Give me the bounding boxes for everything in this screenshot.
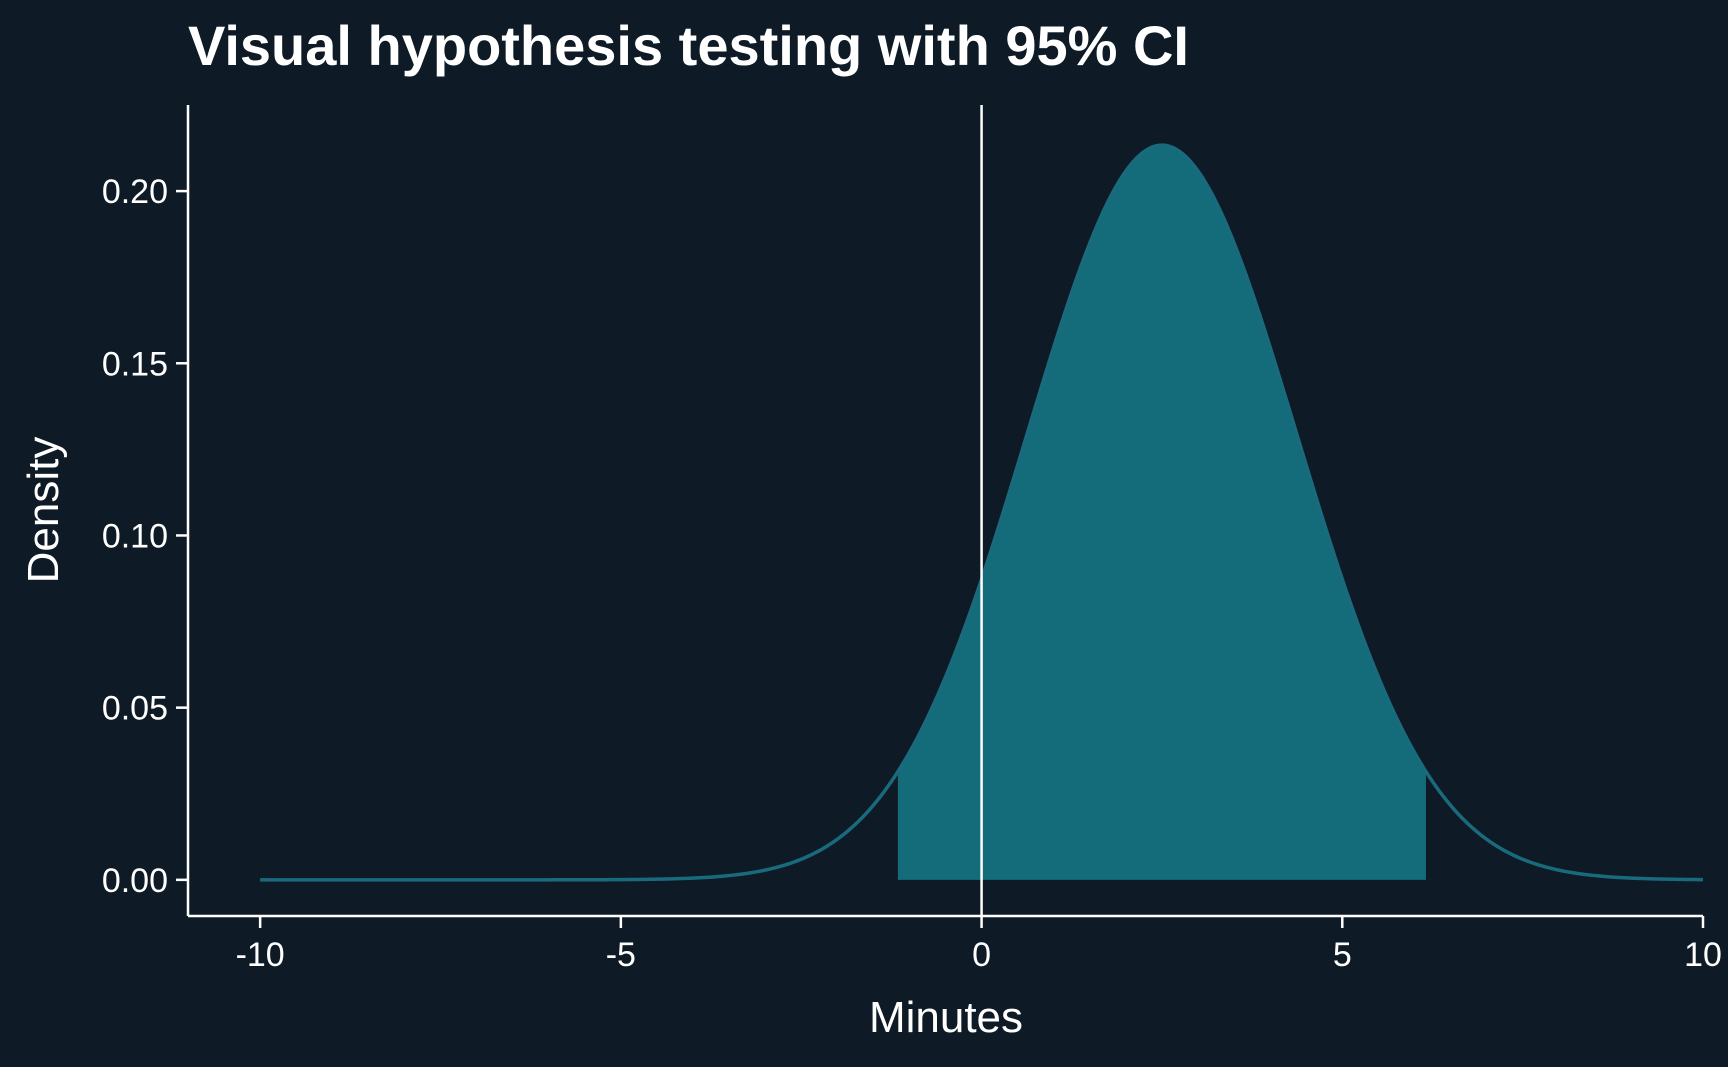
y-axis-title: Density <box>19 437 68 584</box>
x-tick-label: -10 <box>236 936 285 974</box>
ci-shaded-area <box>897 145 1426 880</box>
y-tick-label: 0.15 <box>102 345 168 383</box>
y-tick-label: 0.05 <box>102 690 168 728</box>
x-tick-label: -5 <box>606 936 636 974</box>
y-tick-label: 0.20 <box>102 173 168 211</box>
y-tick-label: 0.10 <box>102 517 168 555</box>
x-tick-label: 5 <box>1333 936 1352 974</box>
plot-layer <box>260 105 1704 916</box>
x-tick-label: 10 <box>1684 936 1722 974</box>
x-tick-label: 0 <box>972 936 991 974</box>
chart-title: Visual hypothesis testing with 95% CI <box>188 14 1189 77</box>
axes-layer: -10 -5 0 5 10 0.00 0.05 0.10 0.15 0.20 <box>102 105 1722 974</box>
x-axis-title: Minutes <box>869 993 1023 1042</box>
y-tick-label: 0.00 <box>102 862 168 900</box>
